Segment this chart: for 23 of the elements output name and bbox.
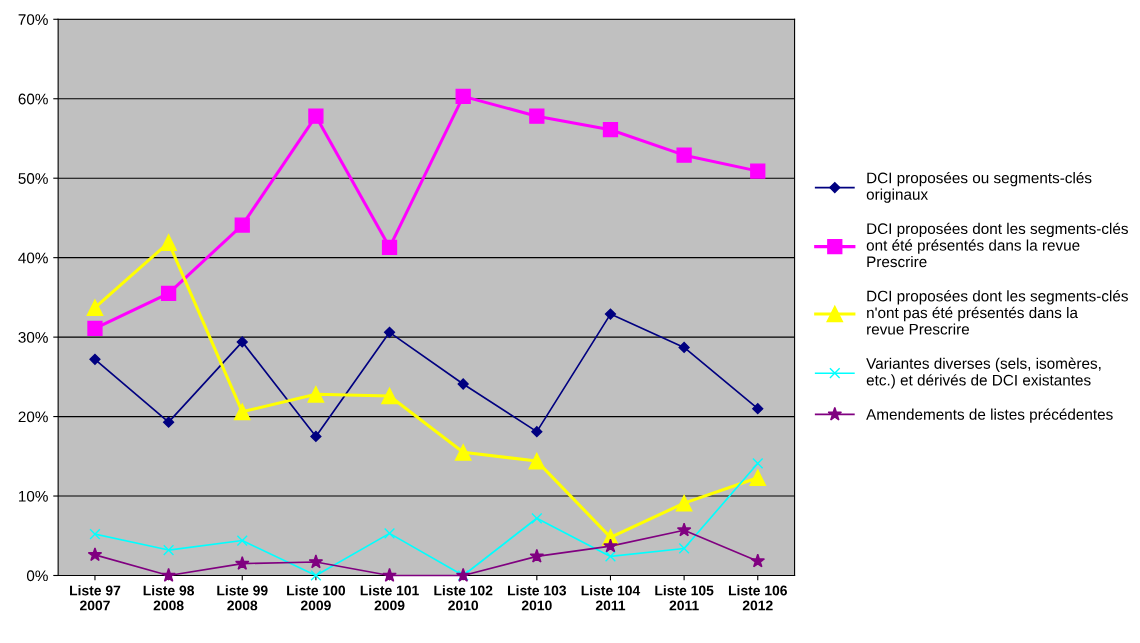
y-tick-label: 40% xyxy=(18,252,48,264)
y-tick-label: 0% xyxy=(26,570,48,582)
x-tick-label: Liste 105 2011 xyxy=(655,585,714,611)
x-tick-label: Liste 103 2010 xyxy=(508,585,567,611)
y-tick-label: 50% xyxy=(18,173,48,184)
legend-label: Variantes diverses (sels, isomères, etc.) et dérivés de DCI existantes xyxy=(866,357,1101,389)
x-tick-label: Liste 97 2007 xyxy=(70,585,121,611)
x-tick-label: Liste 99 2008 xyxy=(217,585,268,611)
y-tick-label: 70% xyxy=(18,14,48,25)
y-tick-label: 10% xyxy=(19,490,48,502)
y-tick-label: 20% xyxy=(18,411,48,423)
x-tick-label: Liste 101 2009 xyxy=(360,585,419,611)
legend-label: Amendements de listes précédentes xyxy=(866,408,1113,423)
legend-label: DCI proposées dont les segments-clés ont été présentés dans la revue Prescrire xyxy=(866,222,1128,268)
legend-label: DCI proposées dont les segments-clés n'ont pas été présentés dans la revue Prescrire xyxy=(867,290,1128,335)
x-tick-label: Liste 102 2010 xyxy=(434,585,493,611)
y-tick-label: 60% xyxy=(18,93,48,105)
y-tick-label: 30% xyxy=(18,331,48,343)
x-tick-label: Liste 100 2009 xyxy=(287,585,346,611)
legend-label: DCI proposées ou segments-clés originaux xyxy=(866,171,1092,203)
x-tick-label: Liste 106 2012 xyxy=(728,585,787,611)
x-tick-label: Liste 104 2011 xyxy=(581,585,641,611)
x-tick-label: Liste 98 2008 xyxy=(143,585,195,611)
